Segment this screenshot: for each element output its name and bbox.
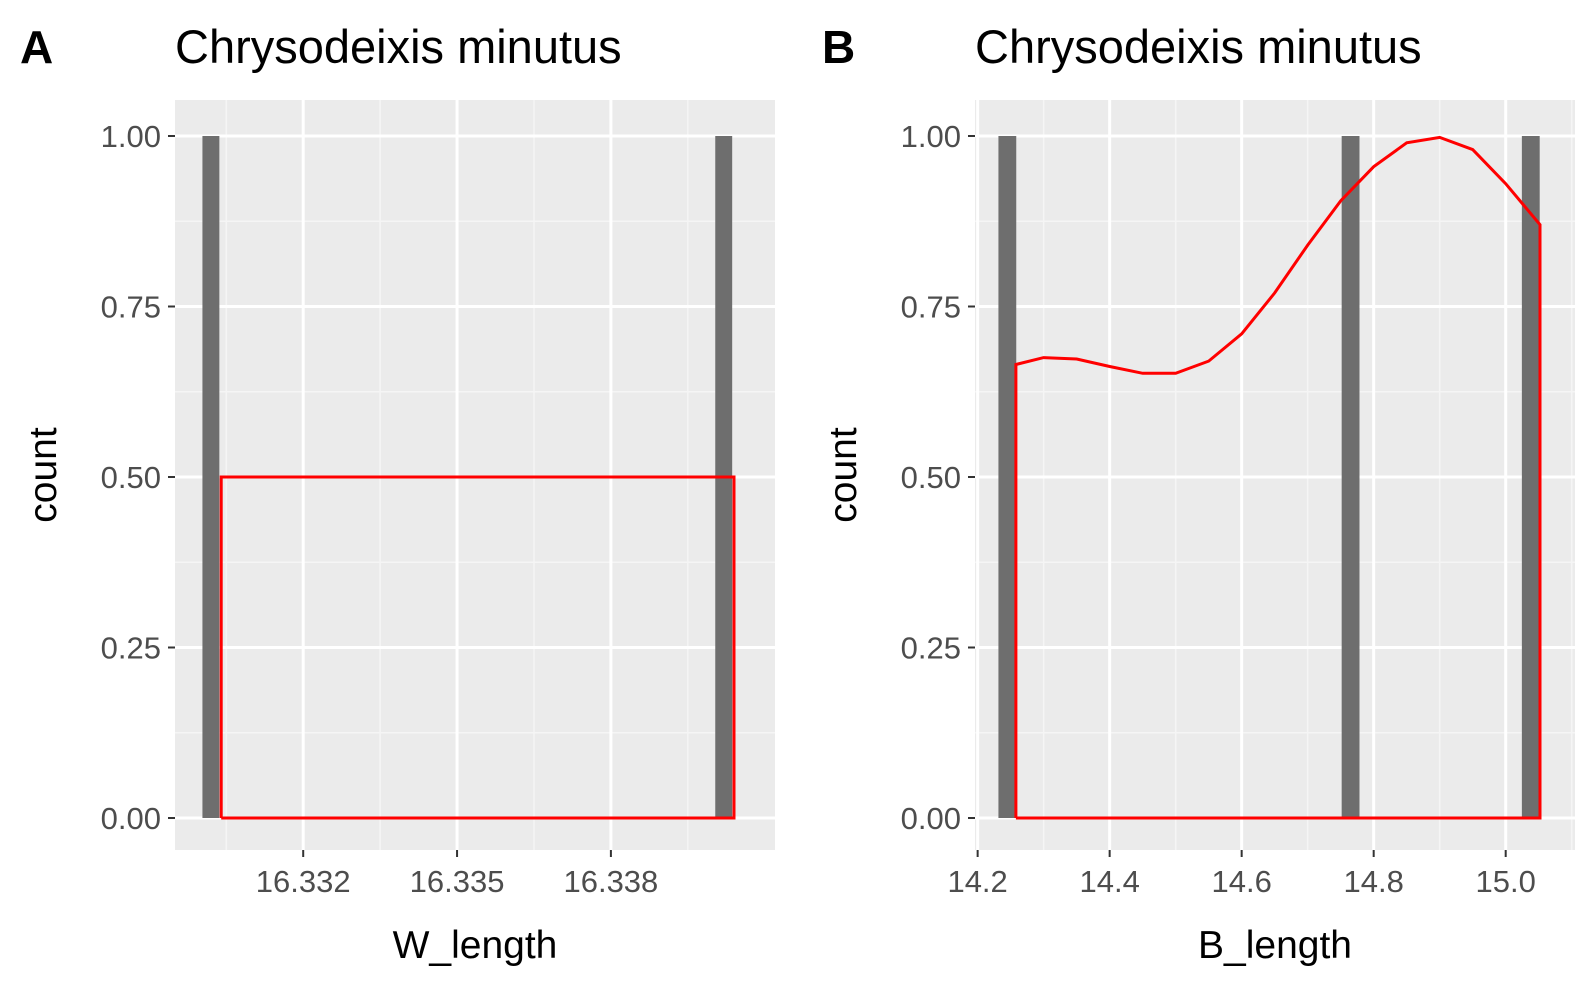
panel-b: B Chrysodeixis minutus 14.2 14.4 14.6 14.8 1… <box>822 20 1575 967</box>
y-tick-label: 0.25 <box>901 631 961 666</box>
histogram-bar <box>998 136 1017 818</box>
x-tick-label: 15.0 <box>1476 864 1536 899</box>
panel-a-title: Chrysodeixis minutus <box>175 20 622 73</box>
x-tick-label: 14.2 <box>947 864 1007 899</box>
y-tick-label: 0.75 <box>101 290 161 325</box>
x-tick-label: 16.335 <box>410 864 505 899</box>
panel-b-x-axis-title: B_length <box>1198 924 1352 967</box>
y-tick-label: 1.00 <box>101 119 161 154</box>
y-tick-label: 0.00 <box>901 801 961 836</box>
panel-b-x-axis: 14.2 14.4 14.6 14.8 15.0 <box>947 850 1536 899</box>
panel-a-density-curve <box>219 475 736 820</box>
y-tick-label: 0.75 <box>901 290 961 325</box>
panel-b-density-curve <box>1014 135 1542 820</box>
panel-b-y-axis-title: count <box>822 427 865 523</box>
panel-b-y-axis: 0.00 0.25 0.50 0.75 1.00 <box>901 119 975 836</box>
x-tick-label: 14.8 <box>1344 864 1404 899</box>
histogram-bar <box>1341 136 1360 818</box>
panel-a-tag: A <box>20 21 53 73</box>
panel-a-plot-background <box>175 100 775 850</box>
x-tick-label: 16.338 <box>563 864 658 899</box>
panel-a-y-axis-title: count <box>22 427 65 523</box>
panel-b-title: Chrysodeixis minutus <box>975 20 1422 73</box>
y-tick-label: 1.00 <box>901 119 961 154</box>
panel-b-minor-grid <box>975 100 1575 850</box>
panel-b-major-grid <box>975 100 1575 850</box>
panel-a-x-axis-title: W_length <box>393 924 558 967</box>
panel-a-y-axis: 0.00 0.25 0.50 0.75 1.00 <box>101 119 175 836</box>
y-tick-label: 0.50 <box>901 460 961 495</box>
panel-a-minor-grid <box>175 100 775 850</box>
x-tick-label: 14.4 <box>1079 864 1139 899</box>
panel-b-plot-background <box>975 100 1575 850</box>
panel-b-bars <box>998 136 1540 818</box>
histogram-bar <box>1521 136 1540 818</box>
x-tick-label: 14.6 <box>1211 864 1271 899</box>
histogram-bar <box>202 136 220 818</box>
panel-a: A Chrysodeixis minutus 16.332 16.335 16.33… <box>20 20 775 967</box>
panel-b-tag: B <box>822 21 855 73</box>
x-tick-label: 16.332 <box>256 864 351 899</box>
panel-a-x-axis: 16.332 16.335 16.338 <box>256 850 658 899</box>
y-tick-label: 0.25 <box>101 631 161 666</box>
y-tick-label: 0.50 <box>101 460 161 495</box>
y-tick-label: 0.00 <box>101 801 161 836</box>
